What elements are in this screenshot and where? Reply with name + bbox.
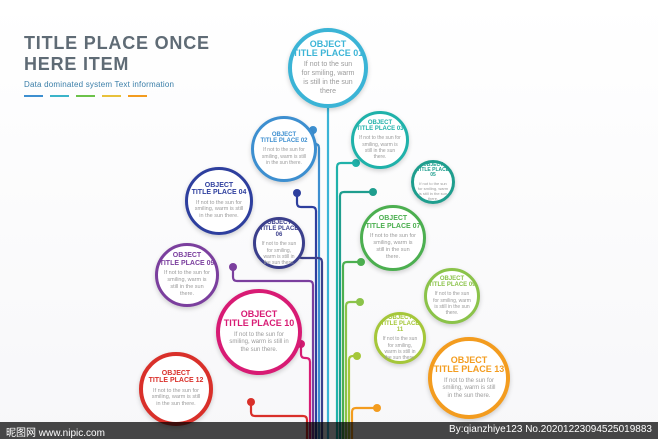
node-title-line1: OBJECT (439, 275, 465, 282)
node-desc-01: If not to the sun for smiling, warm is s… (301, 61, 355, 95)
node-10[interactable]: OBJECT TITLE PLACE 10 If not to the sun fo… (216, 289, 302, 375)
node-desc-11: If not to the sun for smiling, warm is s… (382, 336, 418, 362)
node-title-02: OBJECT TITLE PLACE 02 (260, 132, 307, 145)
node-title-09: OBJECT TITLE PLACE 09 (160, 252, 215, 267)
node-desc-09b: If not to the sun for smiling, warm is s… (433, 291, 471, 317)
node-title-line1: OBJECT (450, 354, 488, 365)
node-title-line1: OBJECT (271, 131, 297, 138)
node-03[interactable]: OBJECT TITLE PLACE 03 If not to the sun fo… (351, 111, 409, 169)
watermark-left: 昵图网 www.nipic.com (6, 428, 105, 439)
connector-dot-07 (357, 258, 365, 266)
node-04[interactable]: OBJECT TITLE PLACE 04 If not to the sun fo… (185, 167, 253, 235)
node-title-line2: TITLE PLACE 02 (260, 138, 308, 145)
watermark-right: By:qianzhiye123 No.20201223094525019883 (449, 424, 652, 435)
swatch-orange (128, 95, 147, 97)
main-title: TITLE PLACE ONCE HERE ITEM (24, 33, 244, 75)
node-desc-12: If not to the sun for smiling, warm is s… (151, 387, 201, 408)
node-title-03: OBJECT TITLE PLACE 03 (356, 120, 403, 133)
connector-09b (344, 298, 364, 439)
node-title-13: OBJECT TITLE PLACE 13 (433, 354, 505, 375)
node-title-line1: OBJECT (266, 219, 292, 226)
node-title-line1: OBJECT (204, 181, 234, 189)
color-swatches (24, 95, 147, 97)
node-07[interactable]: OBJECT TITLE PLACE 07 If not to the sun fo… (360, 205, 426, 271)
node-title-line1: OBJECT (309, 38, 347, 49)
node-title-line1: OBJECT (387, 314, 413, 321)
watermark-bar: 昵图网 www.nipic.com By:qianzhiye123 No.202… (0, 422, 658, 439)
node-title-05: OBJECT TITLE PLACE 05 (414, 161, 452, 179)
connector-03 (335, 159, 360, 439)
node-title-line1: OBJECT (240, 308, 278, 319)
connector-dot-09 (229, 263, 237, 271)
connector-04 (293, 189, 318, 439)
node-title-line1: OBJECT (378, 215, 408, 223)
node-title-07: OBJECT TITLE PLACE 07 (366, 215, 421, 230)
node-title-09b: OBJECT TITLE PLACE 09 (428, 276, 475, 289)
node-title-line1: OBJECT (172, 252, 202, 260)
node-desc-05: If not to the sun for smiling, warm is s… (417, 181, 449, 202)
connector-dot-03 (352, 159, 360, 167)
node-title-line2: TITLE PLACE 07 (365, 222, 421, 230)
connector-dot-11 (353, 352, 361, 360)
node-desc-04: If not to the sun for smiling, warm is s… (194, 199, 244, 220)
node-title-01: OBJECT TITLE PLACE 01 (292, 38, 364, 59)
node-title-line2: TITLE PLACE 03 (356, 126, 404, 132)
node-title-line2: TITLE PLACE 11 (380, 320, 420, 334)
swatch-green (76, 95, 95, 97)
node-desc-09: If not to the sun for smiling, warm is s… (164, 270, 210, 297)
node-title-line2: TITLE PLACE 12 (148, 377, 204, 385)
node-02[interactable]: OBJECT TITLE PLACE 02 If not to the sun fo… (251, 116, 317, 182)
node-06[interactable]: OBJECT TITLE PLACE 06 If not to the sun fo… (253, 217, 305, 269)
node-desc-06: If not to the sun for smiling, warm is s… (261, 241, 297, 267)
swatch-yellow (102, 95, 121, 97)
node-title-line1: OBJECT (422, 161, 444, 168)
connector-13 (350, 404, 381, 439)
node-12[interactable]: OBJECT TITLE PLACE 12 If not to the sun fo… (139, 352, 213, 426)
node-01[interactable]: OBJECT TITLE PLACE 01 If not to the sun fo… (288, 28, 368, 108)
connector-dot-04 (293, 189, 301, 197)
node-desc-03: If not to the sun for smiling, warm is s… (359, 135, 401, 161)
main-title-line1: TITLE PLACE ONCE (24, 33, 210, 53)
node-title-line2: TITLE PLACE 13 (433, 364, 505, 375)
node-title-line2: TITLE PLACE 09 (428, 282, 476, 288)
node-title-line2: TITLE PLACE 01 (292, 48, 364, 58)
main-title-line2: HERE ITEM (24, 54, 130, 74)
node-13[interactable]: OBJECT TITLE PLACE 13 If not to the sun fo… (428, 337, 510, 419)
swatch-blue (24, 95, 43, 97)
swatch-teal (50, 95, 69, 97)
node-09[interactable]: OBJECT TITLE PLACE 09 If not to the sun fo… (155, 243, 219, 307)
node-title-line2: TITLE PLACE 09 (159, 259, 215, 267)
node-title-line2: TITLE PLACE 04 (191, 189, 247, 197)
node-title-12: OBJECT TITLE PLACE 12 (149, 370, 204, 385)
node-09b[interactable]: OBJECT TITLE PLACE 09 If not to the sun fo… (424, 268, 480, 324)
connector-dot-13 (373, 404, 381, 412)
node-title-04: OBJECT TITLE PLACE 04 (192, 182, 247, 197)
connector-dot-12 (247, 398, 255, 406)
node-title-line1: OBJECT (367, 119, 393, 126)
node-title-06: OBJECT TITLE PLACE 06 (256, 220, 302, 239)
node-title-10: OBJECT TITLE PLACE 10 (223, 308, 295, 329)
node-desc-13: If not to the sun for smiling, warm is s… (442, 377, 496, 399)
node-title-line2: TITLE PLACE 10 (223, 318, 295, 329)
connector-12 (247, 398, 309, 439)
node-desc-02: If not to the sun for smiling, warm is s… (261, 147, 307, 166)
connector-05 (338, 188, 377, 439)
node-title-line2: TITLE PLACE 06 (259, 225, 299, 239)
node-desc-07: If not to the sun for smiling, warm is s… (370, 233, 416, 260)
node-desc-10: If not to the sun for smiling, warm is s… (229, 331, 289, 353)
node-title-line2: TITLE PLACE 05 (416, 166, 450, 179)
node-11[interactable]: OBJECT TITLE PLACE 11 If not to the sun fo… (374, 312, 426, 364)
connector-dot-05 (369, 188, 377, 196)
node-title-line1: OBJECT (161, 369, 191, 377)
connector-11 (347, 352, 361, 439)
node-title-11: OBJECT TITLE PLACE 11 (377, 315, 423, 334)
node-05[interactable]: OBJECT TITLE PLACE 05 If not to the sun fo… (411, 160, 455, 204)
connector-07 (341, 258, 365, 439)
connector-dot-09b (356, 298, 364, 306)
subtitle: Data dominated system Text information (24, 80, 175, 89)
connector-09 (229, 263, 315, 439)
